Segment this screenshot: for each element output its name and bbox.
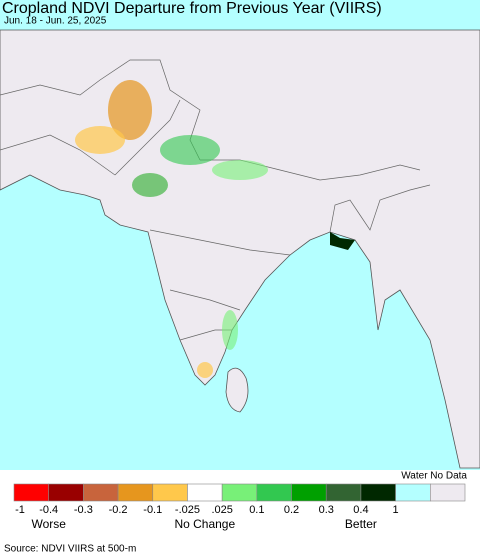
border [149,229,291,256]
patch [160,135,220,165]
legend-tick-label: 0.4 [353,504,368,516]
legend-caption: Worse [31,517,66,531]
legend-swatch [360,483,396,502]
border [114,99,181,176]
legend-tick-label: -.025 [175,504,200,516]
legend-swatch [187,483,223,502]
legend-swatch [117,483,154,502]
legend-swatch [152,483,188,502]
sri-lanka [225,367,249,413]
legend-swatch [256,483,292,502]
legend-swatch [48,483,84,502]
patch [330,232,355,250]
legend-tick-label: -0.3 [74,504,93,516]
border [329,184,431,233]
legend: -1 -0.4 -0.3 -0.2 -0.1 -.025 .025 0.1 0.2 0.3 0.4 1… [13,483,466,531]
legend-swatch [430,483,466,502]
legend-tick-label: 0.1 [249,504,264,516]
legend-note: Water No Data [401,471,467,482]
legend-swatch [13,483,49,502]
legend-swatch [83,483,119,502]
legend-tick-label: 0.2 [284,504,299,516]
border [0,134,116,176]
legend-tick-label: -0.4 [39,504,58,516]
legend-caption: No Change [174,517,235,531]
legend-tick-label: -0.1 [143,504,162,516]
legend-tick-label: .025 [211,504,232,516]
legend-swatch [325,483,362,502]
legend-tick-label: -1 [15,504,25,516]
title: Cropland NDVI Departure from Previous Ye… [2,0,382,17]
patch [197,362,213,378]
legend-swatch [291,483,327,502]
legend-tick-label: -0.2 [109,504,128,516]
patch [108,80,152,140]
legend-caption: Better [345,517,377,531]
subtitle: Jun. 18 - Jun. 25, 2025 [4,16,107,27]
patch [75,126,125,154]
legend-swatch [221,483,258,502]
legend-tick-label: 1 [393,504,399,516]
patch [212,160,268,180]
legend-tick-label: 0.3 [319,504,334,516]
legend-swatch [395,483,431,502]
patch [132,173,168,197]
border [0,59,201,161]
source: Source: NDVI VIIRS at 500-m [4,544,136,555]
patch [222,310,238,350]
border [169,289,241,311]
ndvi-patches [75,80,355,378]
